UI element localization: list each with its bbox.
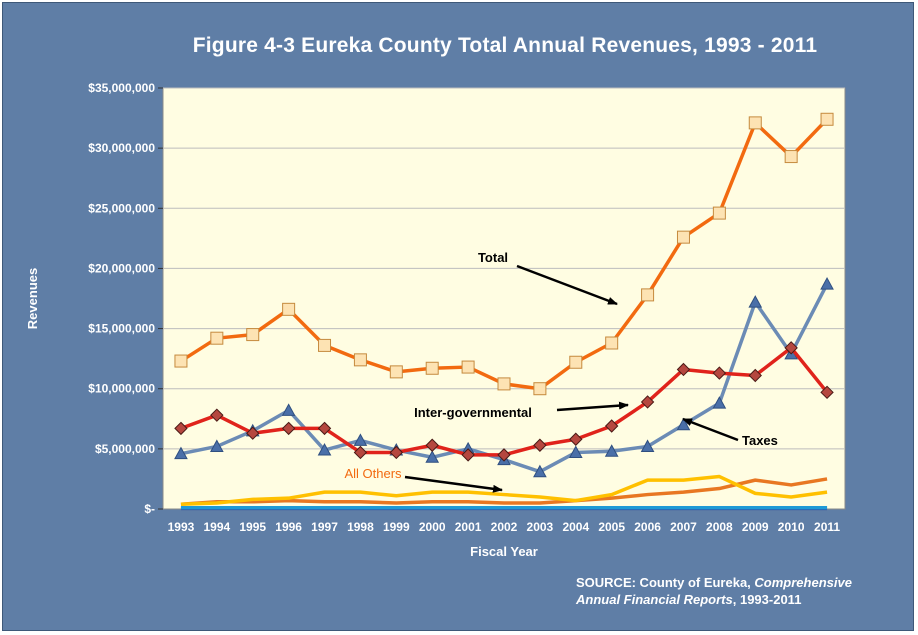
series-4-line — [180, 477, 828, 506]
inter-governmental-point — [820, 385, 834, 400]
taxes-point — [748, 295, 763, 308]
inter-governmental-point — [174, 421, 188, 436]
inter-governmental-point — [569, 432, 583, 446]
x-tick-label: 2006 — [634, 520, 661, 534]
x-tick-label: 2000 — [419, 520, 446, 534]
total-point — [389, 365, 403, 379]
inter-governmental-point — [748, 368, 762, 383]
total-point — [425, 361, 439, 375]
annotation-arrow — [404, 475, 503, 493]
y-tick-label: $10,000,000 — [88, 382, 155, 396]
annotation-label: Taxes — [742, 433, 778, 448]
taxes-point — [353, 433, 368, 446]
annotation-arrow — [682, 417, 739, 442]
source-italic-1: Comprehensive — [754, 575, 852, 590]
taxes-point — [604, 444, 619, 457]
x-tick-label: 2001 — [455, 520, 482, 534]
inter-governmental-point — [425, 438, 439, 452]
total-point — [246, 328, 260, 342]
total-point — [318, 338, 332, 352]
source-italic-2: Annual Financial Reports — [576, 592, 733, 607]
total-point — [676, 230, 690, 244]
y-tick-label: $5,000,000 — [95, 442, 155, 456]
inter-governmental-point — [281, 421, 296, 436]
inter-governmental-point — [784, 341, 798, 355]
x-axis-title: Fiscal Year — [470, 544, 538, 559]
inter-governmental-point — [712, 366, 727, 380]
taxes-point — [209, 439, 224, 452]
total-point — [641, 288, 655, 302]
total-point — [784, 150, 798, 164]
y-tick-label: $15,000,000 — [88, 322, 155, 336]
x-tick-label: 2011 — [814, 520, 840, 534]
source-prefix: SOURCE: County of Eureka, — [576, 575, 755, 590]
x-tick-label: 2004 — [562, 520, 589, 534]
x-tick-label: 1994 — [203, 520, 230, 534]
x-tick-label: 2005 — [598, 520, 625, 534]
taxes-point — [174, 446, 188, 460]
inter-governmental-point — [210, 408, 224, 422]
x-tick-label: 1993 — [168, 520, 195, 534]
taxes-point — [640, 439, 655, 452]
x-tick-label: 2007 — [670, 520, 697, 534]
annotation-label: Inter-governmental — [414, 405, 532, 420]
x-tick-label: 1999 — [383, 520, 410, 534]
plot-area — [162, 87, 846, 510]
taxes-point — [820, 277, 834, 290]
taxes-point — [317, 443, 332, 456]
y-tick-label: $25,000,000 — [88, 201, 155, 215]
x-tick-label: 1997 — [311, 520, 338, 534]
taxes-point — [281, 403, 296, 416]
total-point — [210, 331, 224, 345]
inter-governmental-point — [640, 395, 655, 409]
taxes-point — [568, 445, 583, 458]
x-tick-label: 1995 — [239, 520, 266, 534]
inter-governmental-point — [317, 421, 332, 436]
y-axis-title: Revenues — [25, 268, 40, 329]
source-note: SOURCE: County of Eureka, Comprehensive … — [576, 574, 852, 608]
total-point — [605, 336, 619, 350]
x-tick-label: 2010 — [778, 520, 805, 534]
inter-governmental-point — [389, 445, 404, 460]
inter-governmental-point — [246, 426, 260, 440]
annotation-arrow — [556, 401, 629, 412]
total-point — [282, 302, 296, 316]
x-tick-label: 2003 — [527, 520, 554, 534]
y-tick-label: $35,000,000 — [88, 81, 155, 95]
y-tick-label: $20,000,000 — [88, 261, 155, 275]
inter-governmental-point — [461, 448, 475, 462]
annotation-label: Total — [478, 250, 508, 265]
y-tick-label: $30,000,000 — [88, 141, 155, 155]
total-point — [712, 206, 726, 220]
annotation-arrow — [516, 264, 618, 306]
total-point — [461, 360, 475, 374]
inter-governmental-point — [676, 362, 691, 377]
annotation-label: All Others — [344, 466, 402, 481]
all-others-line — [180, 474, 828, 506]
total-point — [174, 354, 188, 368]
x-tick-label: 2008 — [706, 520, 733, 534]
x-tick-label: 2002 — [491, 520, 518, 534]
chart-title: Figure 4-3 Eureka County Total Annual Re… — [192, 34, 818, 57]
x-tick-label: 1996 — [275, 520, 302, 534]
total-point — [353, 353, 367, 367]
taxes-point — [712, 396, 727, 409]
inter-governmental-point — [604, 419, 619, 433]
total-point — [497, 377, 511, 391]
inter-governmental-point — [533, 438, 547, 452]
inter-governmental-point — [353, 445, 368, 460]
source-suffix: , 1993-2011 — [732, 592, 802, 607]
total-point — [748, 116, 762, 130]
y-tick-label: $- — [144, 502, 155, 516]
total-point — [820, 112, 834, 126]
taxes-point — [533, 464, 547, 478]
taxes-point — [425, 450, 440, 463]
total-point — [533, 382, 547, 396]
x-tick-label: 2009 — [742, 520, 769, 534]
x-tick-label: 1998 — [347, 520, 374, 534]
total-point — [569, 355, 583, 369]
inter-governmental-point — [497, 448, 511, 462]
